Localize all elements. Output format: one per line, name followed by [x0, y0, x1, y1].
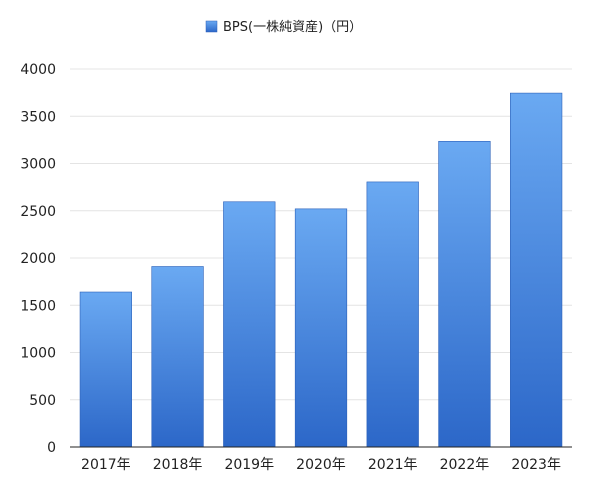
y-tick-label: 3000 [20, 157, 56, 173]
x-tick-label: 2018年 [153, 457, 203, 473]
bar [510, 92, 563, 448]
bar [294, 208, 348, 448]
x-tick-label: 2019年 [224, 457, 274, 473]
bar [151, 266, 204, 448]
bar [438, 140, 491, 448]
bars [79, 92, 563, 448]
x-tick-label: 2017年 [81, 457, 131, 473]
y-tick-label: 1500 [20, 298, 56, 314]
y-tick-label: 500 [29, 393, 56, 409]
y-axis-ticks: 0 500 1000 1500 2000 2500 3000 3500 4000 [20, 62, 56, 456]
y-tick-label: 2000 [20, 251, 56, 267]
x-tick-label: 2020年 [296, 457, 346, 473]
bar [79, 291, 132, 448]
y-tick-label: 2500 [20, 204, 56, 220]
bar [223, 201, 276, 448]
x-tick-label: 2022年 [440, 457, 490, 473]
legend: BPS(一株純資産)（円） [205, 19, 362, 35]
bar [366, 181, 419, 448]
legend-swatch [205, 20, 218, 33]
y-tick-label: 3500 [20, 109, 56, 125]
x-tick-label: 2023年 [511, 457, 561, 473]
legend-label: BPS(一株純資産)（円） [223, 19, 362, 35]
y-tick-label: 1000 [20, 346, 56, 362]
x-axis-ticks: 2017年 2018年 2019年 2020年 2021年 2022年 2023年 [81, 457, 561, 473]
y-tick-label: 4000 [20, 62, 56, 78]
x-tick-label: 2021年 [368, 457, 418, 473]
y-tick-label: 0 [47, 440, 56, 456]
